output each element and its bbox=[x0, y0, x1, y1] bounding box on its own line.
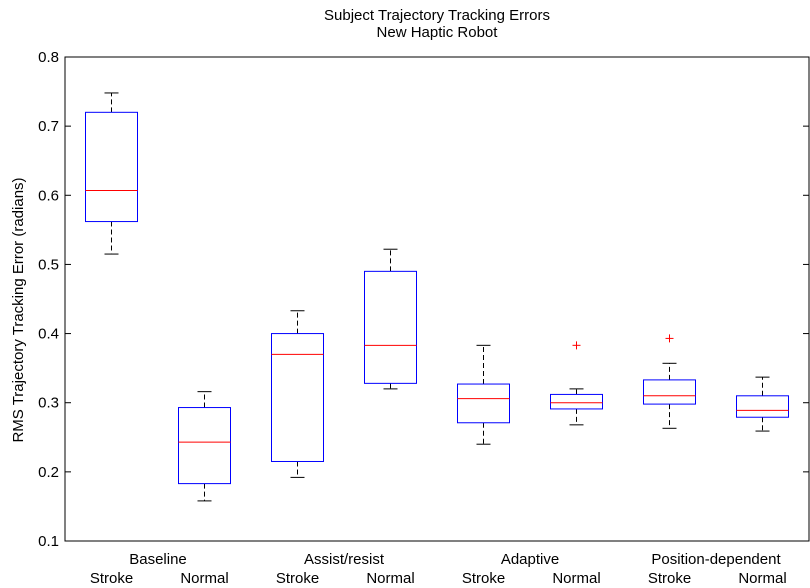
y-tick-label: 0.3 bbox=[38, 395, 59, 412]
box-iqr bbox=[736, 395, 789, 418]
x-group-label: Adaptive bbox=[501, 551, 559, 568]
x-category-label: Stroke bbox=[90, 570, 133, 587]
y-tick-label: 0.7 bbox=[38, 118, 59, 135]
box-series bbox=[85, 92, 789, 502]
x-category-label: Normal bbox=[366, 570, 414, 587]
x-category-label: Stroke bbox=[276, 570, 319, 587]
box-iqr bbox=[364, 270, 417, 384]
plot-frame bbox=[64, 56, 810, 542]
x-category-label: Normal bbox=[738, 570, 786, 587]
box-7 bbox=[643, 334, 696, 429]
x-category-label: Normal bbox=[552, 570, 600, 587]
box-8 bbox=[736, 376, 789, 432]
box-iqr bbox=[178, 407, 231, 485]
x-group-label: Assist/resist bbox=[304, 551, 385, 568]
chart-title: Subject Trajectory Tracking Errors bbox=[324, 7, 550, 24]
x-category-label: Stroke bbox=[648, 570, 691, 587]
y-tick-label: 0.1 bbox=[38, 533, 59, 550]
box-4 bbox=[364, 248, 417, 390]
box-iqr bbox=[457, 383, 510, 424]
box-3 bbox=[271, 310, 324, 478]
y-tick-label: 0.5 bbox=[38, 256, 59, 273]
x-category-label: Stroke bbox=[462, 570, 505, 587]
box-iqr bbox=[550, 393, 603, 410]
box-6 bbox=[550, 341, 603, 426]
box-iqr bbox=[271, 333, 324, 462]
y-tick-label: 0.2 bbox=[38, 464, 59, 481]
x-axis-labels: Baseline Stroke Normal Assist/resist Stroke N… bbox=[90, 551, 787, 587]
x-group-label: Position-dependent bbox=[651, 551, 781, 568]
box-5 bbox=[457, 344, 510, 445]
y-tick-label: 0.8 bbox=[38, 49, 59, 66]
chart-subtitle: New Haptic Robot bbox=[377, 24, 499, 41]
box-1 bbox=[85, 92, 138, 255]
box-2 bbox=[178, 391, 231, 502]
y-tick-label: 0.6 bbox=[38, 187, 59, 204]
box-iqr bbox=[85, 111, 138, 223]
box-iqr bbox=[643, 379, 696, 405]
y-axis-ticks: 0.1 0.2 0.3 0.4 0.5 0.6 0.7 0.8 bbox=[38, 49, 809, 550]
y-tick-label: 0.4 bbox=[38, 326, 59, 343]
x-group-label: Baseline bbox=[129, 551, 187, 568]
y-axis-label: RMS Trajectory Tracking Error (radians) bbox=[10, 177, 27, 442]
x-category-label: Normal bbox=[180, 570, 228, 587]
